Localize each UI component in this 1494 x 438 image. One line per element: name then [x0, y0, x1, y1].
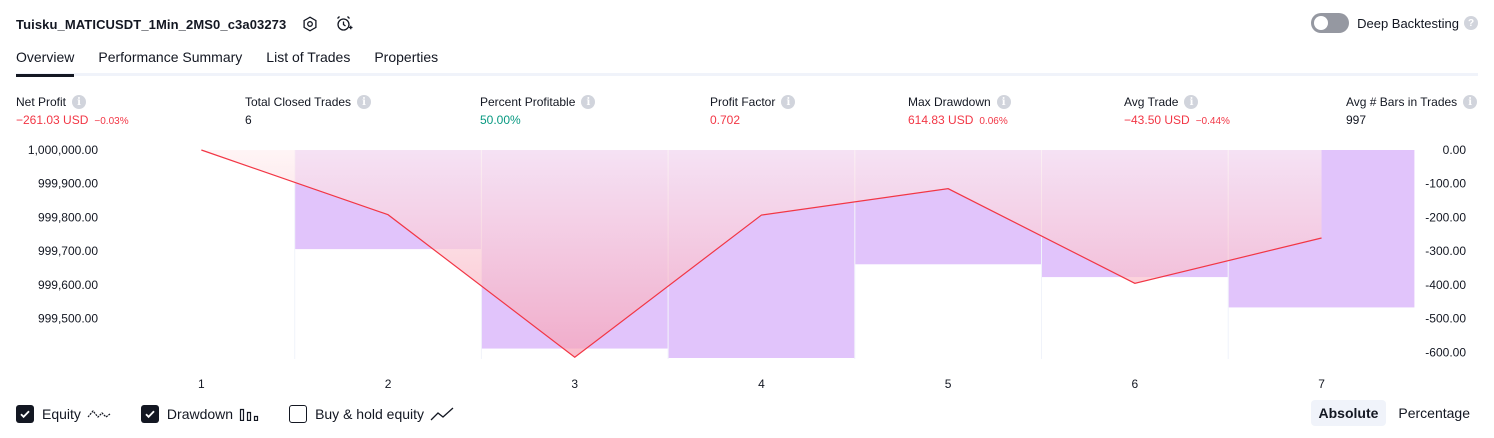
- legend-equity-toggle[interactable]: Equity: [16, 405, 111, 423]
- deep-backtesting-toggle[interactable]: [1311, 13, 1350, 33]
- metric-value: 997: [1346, 113, 1367, 127]
- x-axis-tick-label: 5: [945, 377, 952, 391]
- info-icon[interactable]: i: [996, 95, 1011, 109]
- metric-label: Max Drawdown: [908, 95, 991, 109]
- chart-footer: Equity Drawdown Buy & hold equity Absolu…: [16, 400, 1478, 428]
- metric-label: Net Profit: [16, 95, 67, 109]
- metric-percent: −0.44%: [1195, 116, 1230, 127]
- metric-value: 6: [245, 113, 252, 127]
- left-axis-tick-label: 999,600.00: [38, 278, 98, 292]
- deep-backtesting-label: Deep Backtesting: [1357, 15, 1459, 31]
- metric-total-closed-trades: Total Closed Trades i 6: [245, 94, 372, 127]
- checkbox-unchecked-icon[interactable]: [289, 405, 308, 423]
- deep-backtesting: Deep Backtesting ?: [1311, 13, 1478, 33]
- scale-switcher: Absolute Percentage: [1307, 400, 1479, 426]
- left-axis-tick-label: 999,700.00: [38, 244, 98, 258]
- metric-percent: 0.06%: [979, 116, 1008, 127]
- trend-line-icon: [430, 407, 454, 421]
- tab-performance-summary[interactable]: Performance Summary: [98, 49, 243, 65]
- right-axis-tick-label: -200.00: [1425, 210, 1466, 224]
- info-icon[interactable]: i: [781, 95, 796, 109]
- left-axis-tick-label: 999,500.00: [38, 312, 98, 326]
- metric-label: Avg Trade: [1124, 95, 1179, 109]
- metric-max-drawdown: Max Drawdown i 614.83 USD 0.06%: [908, 94, 1011, 127]
- info-icon[interactable]: i: [72, 95, 87, 109]
- toggle-knob: [1314, 16, 1329, 30]
- info-icon[interactable]: i: [1184, 95, 1199, 109]
- metric-avg-bars-in-trades: Avg # Bars in Trades i 997: [1346, 94, 1478, 127]
- info-icon[interactable]: i: [1463, 95, 1478, 109]
- strategy-name: Tuisku_MATICUSDT_1Min_2MS0_c3a03273: [16, 16, 287, 32]
- checkbox-checked-icon[interactable]: [16, 405, 34, 423]
- metric-label: Percent Profitable: [480, 95, 576, 109]
- metric-percent: −0.03%: [94, 116, 129, 127]
- tab-properties[interactable]: Properties: [374, 49, 439, 65]
- metric-value: −261.03 USD: [16, 113, 89, 127]
- metric-value: 614.83 USD: [908, 113, 974, 127]
- equity-drawdown-chart: 1,000,000.00 999,900.00 999,800.00 999,700.…: [28, 143, 1467, 391]
- left-axis-tick-label: 999,800.00: [38, 210, 98, 224]
- metric-label: Profit Factor: [710, 95, 776, 109]
- metric-value: −43.50 USD: [1124, 113, 1190, 127]
- x-axis-tick-label: 3: [571, 377, 578, 391]
- legend-label: Equity: [42, 406, 81, 422]
- right-axis-tick-label: -100.00: [1425, 177, 1466, 191]
- x-axis-tick-label: 2: [385, 377, 392, 391]
- metrics-row: Net Profit i −261.03 USD −0.03% Total Clos…: [0, 94, 1494, 134]
- tab-overview[interactable]: Overview: [16, 44, 75, 77]
- metric-value: 50.00%: [480, 113, 521, 127]
- tab-bar: Overview Performance Summary List of Tra…: [16, 44, 1478, 77]
- x-axis-tick-label: 4: [758, 377, 765, 391]
- left-axis-tick-label: 1,000,000.00: [28, 143, 98, 157]
- percentage-button[interactable]: Percentage: [1398, 405, 1470, 421]
- legend-label: Buy & hold equity: [315, 406, 425, 422]
- metric-profit-factor: Profit Factor i 0.702: [710, 94, 796, 127]
- right-axis-tick-label: -300.00: [1425, 244, 1466, 258]
- metric-label: Avg # Bars in Trades: [1346, 95, 1458, 109]
- x-axis-tick-label: 6: [1132, 377, 1139, 391]
- gear-icon[interactable]: [300, 14, 320, 34]
- legend-label: Drawdown: [166, 406, 234, 422]
- alarm-clock-add-icon[interactable]: [334, 14, 354, 34]
- equity-area: [201, 150, 1322, 358]
- right-axis-tick-label: -600.00: [1425, 345, 1466, 359]
- left-axis-tick-label: 999,900.00: [38, 177, 98, 191]
- bars-icon: [239, 407, 259, 421]
- question-icon[interactable]: ?: [1464, 16, 1478, 30]
- metric-value: 0.702: [710, 113, 741, 127]
- right-axis-tick-label: 0.00: [1443, 143, 1467, 157]
- x-axis-tick-label: 1: [198, 377, 205, 391]
- metric-net-profit: Net Profit i −261.03 USD −0.03%: [16, 94, 129, 127]
- absolute-button[interactable]: Absolute: [1310, 400, 1387, 426]
- strategy-header: Tuisku_MATICUSDT_1Min_2MS0_c3a03273 Deep…: [16, 10, 1478, 38]
- metric-label: Total Closed Trades: [245, 95, 352, 109]
- equity-line: [201, 149, 1322, 359]
- legend-buy-hold-toggle[interactable]: Buy & hold equity: [289, 405, 454, 423]
- right-axis-tick-label: -500.00: [1425, 312, 1466, 326]
- right-axis-tick-label: -400.00: [1425, 278, 1466, 292]
- info-icon[interactable]: i: [581, 95, 596, 109]
- metric-avg-trade: Avg Trade i −43.50 USD −0.44%: [1124, 94, 1230, 127]
- checkbox-checked-icon[interactable]: [140, 405, 159, 423]
- metric-percent-profitable: Percent Profitable i 50.00%: [480, 94, 596, 127]
- legend-drawdown-toggle[interactable]: Drawdown: [140, 405, 259, 423]
- info-icon[interactable]: i: [357, 95, 372, 109]
- tab-list-of-trades[interactable]: List of Trades: [266, 49, 351, 65]
- x-axis-tick-label: 7: [1318, 377, 1325, 391]
- equity-line-icon: [87, 407, 111, 421]
